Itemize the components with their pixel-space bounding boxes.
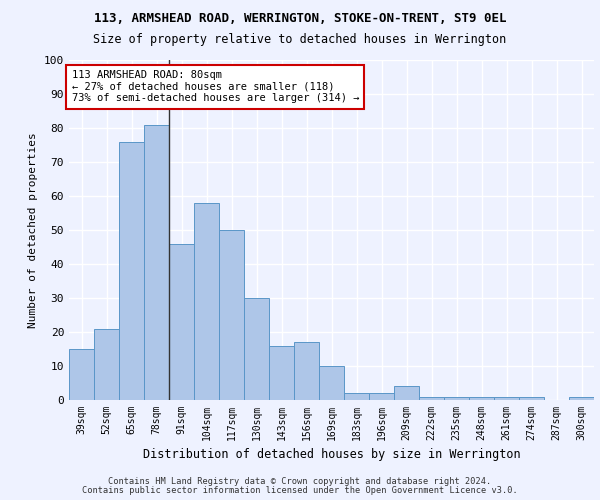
Text: Contains public sector information licensed under the Open Government Licence v3: Contains public sector information licen… — [82, 486, 518, 495]
Bar — [369, 393, 394, 400]
Text: 113 ARMSHEAD ROAD: 80sqm
← 27% of detached houses are smaller (118)
73% of semi-: 113 ARMSHEAD ROAD: 80sqm ← 27% of detach… — [71, 70, 359, 103]
X-axis label: Distribution of detached houses by size in Werrington: Distribution of detached houses by size … — [143, 448, 520, 462]
Bar — [94, 328, 119, 400]
Bar — [144, 124, 169, 400]
Bar — [194, 203, 219, 400]
Bar — [169, 244, 194, 400]
Bar — [344, 393, 369, 400]
Text: 113, ARMSHEAD ROAD, WERRINGTON, STOKE-ON-TRENT, ST9 0EL: 113, ARMSHEAD ROAD, WERRINGTON, STOKE-ON… — [94, 12, 506, 26]
Text: Contains HM Land Registry data © Crown copyright and database right 2024.: Contains HM Land Registry data © Crown c… — [109, 477, 491, 486]
Bar — [244, 298, 269, 400]
Bar — [569, 396, 594, 400]
Bar — [119, 142, 144, 400]
Bar — [69, 349, 94, 400]
Bar — [219, 230, 244, 400]
Bar — [494, 396, 519, 400]
Bar — [419, 396, 444, 400]
Y-axis label: Number of detached properties: Number of detached properties — [28, 132, 38, 328]
Bar — [319, 366, 344, 400]
Bar — [269, 346, 294, 400]
Bar — [519, 396, 544, 400]
Text: Size of property relative to detached houses in Werrington: Size of property relative to detached ho… — [94, 32, 506, 46]
Bar — [394, 386, 419, 400]
Bar — [294, 342, 319, 400]
Bar — [444, 396, 469, 400]
Bar — [469, 396, 494, 400]
